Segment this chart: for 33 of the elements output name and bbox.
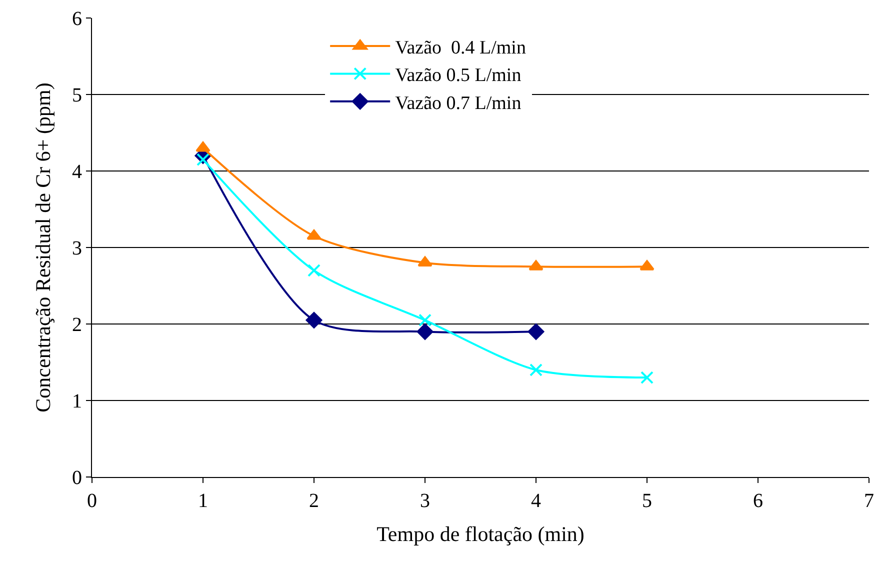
legend-label: Vazão 0.5 L/min: [395, 65, 522, 86]
y-tick-label: 4: [72, 161, 82, 183]
point: [306, 230, 322, 240]
x-tick-label: 2: [309, 490, 319, 512]
y-tick-label: 0: [72, 467, 82, 489]
x-tick-label: 3: [420, 490, 430, 512]
x-tick-label: 5: [642, 490, 652, 512]
x-tick-label: 1: [198, 490, 208, 512]
point: [530, 363, 542, 376]
x-tick-label: 0: [87, 490, 97, 512]
point: [308, 264, 320, 277]
y-tick-label: 3: [72, 238, 82, 260]
x-tick-label: 7: [864, 490, 874, 512]
y-axis-title: Concentração Residual de Cr 6+ (ppm): [31, 82, 56, 412]
legend-label: Vazão 0.4 L/min: [395, 37, 526, 58]
point: [528, 260, 544, 270]
point: [528, 324, 544, 340]
legend-label: Vazão 0.7 L/min: [395, 92, 522, 114]
x-tick-label: 4: [531, 490, 541, 512]
y-tick-label: 5: [72, 84, 82, 106]
point: [306, 312, 322, 328]
x-tick-label: 6: [753, 490, 763, 512]
point: [196, 153, 210, 166]
point: [640, 371, 654, 384]
y-tick-label: 6: [72, 8, 82, 30]
point: [418, 314, 432, 327]
x-axis-title: Tempo de flotação (min): [376, 522, 584, 546]
point: [196, 142, 210, 152]
y-tick-label: 1: [72, 390, 82, 412]
point: [416, 324, 434, 340]
y-tick-label: 2: [72, 314, 82, 336]
point: [640, 260, 654, 270]
point: [418, 256, 432, 267]
